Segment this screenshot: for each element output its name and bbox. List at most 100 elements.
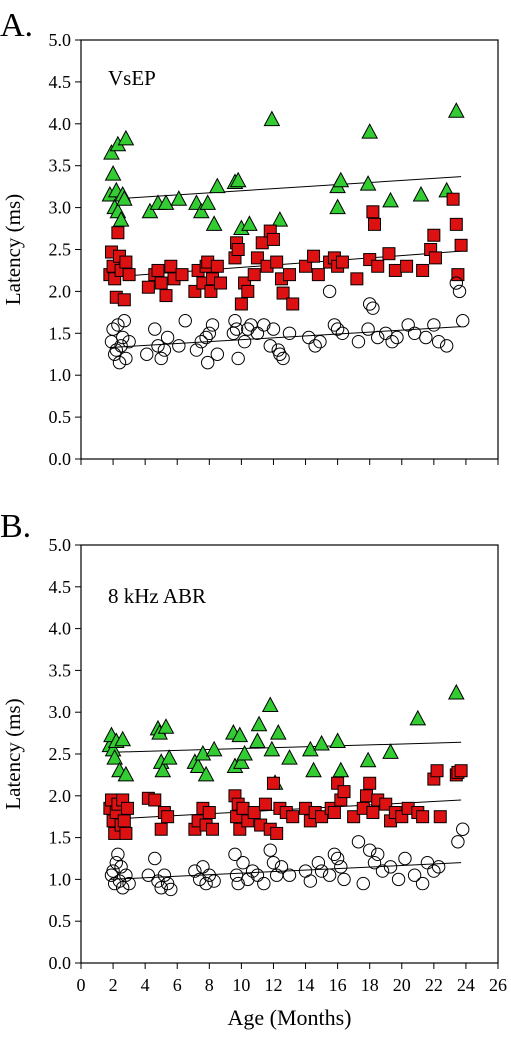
square-point — [315, 810, 329, 824]
circle-point — [276, 351, 290, 366]
circle-point — [140, 347, 154, 361]
circle-point — [351, 835, 366, 849]
triangle-point — [409, 709, 427, 726]
square-point — [148, 793, 162, 807]
circle-point — [228, 847, 242, 862]
circle-point — [192, 872, 207, 887]
triangle-point — [157, 718, 175, 734]
square-point — [204, 284, 218, 298]
square-point — [400, 259, 414, 273]
square-point — [266, 776, 280, 790]
square-point — [206, 822, 220, 836]
square-point — [416, 263, 430, 277]
square-point — [451, 268, 465, 282]
circle-point — [188, 864, 202, 878]
y-tick-label: 1.0 — [49, 869, 72, 889]
triangle-point — [117, 129, 135, 146]
x-tick-label: 8 — [205, 975, 214, 995]
circle-point — [148, 322, 162, 336]
x-tick-label: 24 — [457, 975, 475, 995]
circle-point — [109, 343, 123, 357]
circle-point — [273, 347, 287, 361]
circle-point — [383, 860, 398, 874]
triangle-point — [233, 753, 250, 769]
circle-point — [263, 843, 277, 857]
square-point — [154, 822, 168, 836]
triangle-point — [205, 215, 223, 231]
circle-point — [407, 868, 422, 882]
circle-point — [385, 334, 399, 349]
circle-point — [266, 322, 281, 336]
x-tick-label: 12 — [264, 975, 282, 995]
panel-label: A. — [0, 7, 33, 44]
square-point — [366, 806, 380, 820]
circle-point — [456, 314, 470, 328]
panel-label: B. — [0, 508, 31, 545]
circle-point — [314, 864, 329, 878]
circle-point — [427, 864, 441, 878]
circle-point — [327, 318, 342, 332]
circle-point — [141, 868, 156, 882]
triangle-point — [103, 144, 120, 160]
circle-point — [202, 326, 217, 340]
triangle-point — [313, 734, 330, 751]
triangle-point — [382, 743, 399, 759]
square-point — [111, 226, 125, 240]
square-point — [270, 826, 284, 840]
circle-point — [111, 318, 125, 332]
y-tick-label: 1.5 — [49, 323, 72, 343]
square-point — [449, 217, 463, 231]
circle-point — [199, 330, 213, 345]
square-point — [428, 251, 442, 265]
y-tick-label: 3.0 — [49, 702, 72, 722]
y-tick-label: 1.5 — [49, 828, 72, 848]
circle-point — [322, 868, 337, 882]
square-point — [307, 249, 321, 263]
y-tick-label: 2.0 — [49, 281, 72, 301]
triangle-point — [261, 696, 279, 713]
square-point — [276, 286, 290, 300]
circle-point — [205, 318, 220, 332]
circle-point — [119, 351, 133, 366]
circle-point — [172, 339, 186, 353]
square-point — [270, 255, 284, 269]
circle-point — [257, 318, 271, 332]
square-point — [117, 293, 131, 307]
circle-point — [431, 860, 446, 874]
square-point — [250, 251, 264, 265]
circle-point — [119, 868, 133, 882]
circle-point — [257, 876, 271, 891]
square-point — [258, 797, 272, 811]
circle-point — [263, 339, 277, 353]
circle-point — [160, 330, 175, 345]
y-tick-label: 0.0 — [49, 449, 72, 469]
square-point — [311, 268, 325, 282]
circle-point — [201, 355, 215, 370]
circle-point — [114, 860, 128, 874]
y-tick-label: 4.0 — [49, 619, 72, 639]
square-point — [388, 263, 402, 277]
triangle-point — [115, 190, 133, 206]
square-point — [350, 272, 364, 286]
circle-point — [250, 326, 265, 340]
panel-annotation: VsEP — [108, 66, 156, 90]
triangle-point — [229, 171, 247, 188]
square-point — [236, 801, 250, 815]
y-tick-label: 1.0 — [49, 365, 72, 385]
circle-point — [122, 876, 136, 891]
circle-point — [194, 334, 208, 349]
circle-point — [228, 314, 242, 328]
circle-point — [330, 851, 345, 866]
circle-point — [154, 881, 168, 895]
triangle-point — [359, 175, 377, 191]
circle-point — [231, 351, 245, 366]
triangle-point — [192, 202, 210, 219]
square-point — [366, 205, 380, 219]
square-point — [368, 217, 382, 231]
circle-point — [367, 855, 382, 870]
triangle-point — [359, 751, 377, 768]
square-point — [141, 280, 155, 294]
x-tick-label: 16 — [329, 975, 347, 995]
circle-point — [302, 330, 316, 345]
y-tick-label: 3.0 — [49, 198, 72, 218]
